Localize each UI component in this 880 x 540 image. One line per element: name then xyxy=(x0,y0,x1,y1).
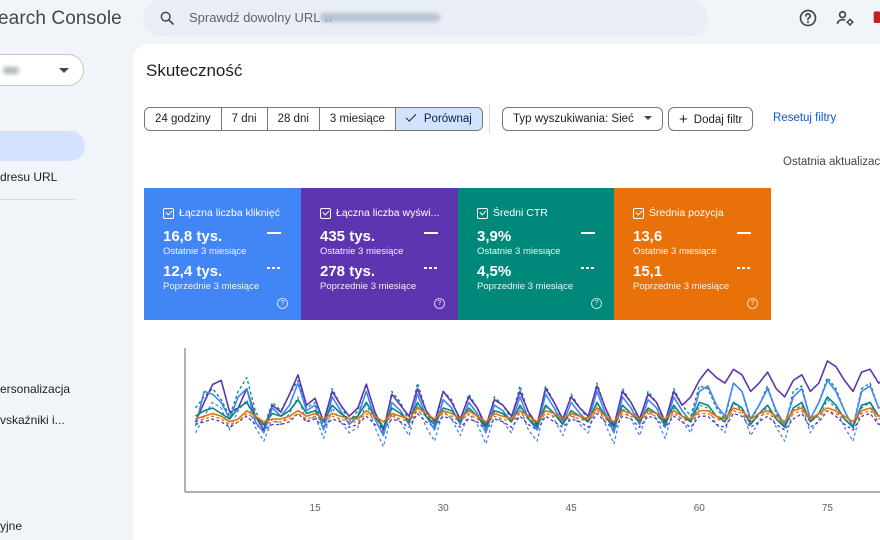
search-url-blurred xyxy=(320,13,440,22)
manage-users-icon[interactable] xyxy=(835,8,855,28)
date-range-compare-label: Porównaj xyxy=(423,113,472,125)
dashed-line-legend-icon xyxy=(424,267,438,269)
date-range-7d[interactable]: 7 dni xyxy=(221,108,268,130)
metric-previous-value: 15,1 xyxy=(633,263,663,280)
dashed-line-legend-icon xyxy=(737,267,751,269)
help-icon[interactable] xyxy=(798,8,818,28)
metric-previous-period: Poprzednie 3 miesiące xyxy=(320,281,417,292)
chart-series-5-previous xyxy=(195,410,880,431)
metric-current-period: Ostatnie 3 miesiące xyxy=(163,246,247,257)
check-icon xyxy=(405,111,417,122)
x-tick-group: 15 30 45 60 75 xyxy=(310,503,834,514)
toolbar-divider xyxy=(489,104,490,134)
help-icon[interactable]: ? xyxy=(591,298,602,309)
x-tick-label: 75 xyxy=(822,503,834,514)
add-filter-label: Dodaj filtr xyxy=(693,114,743,126)
metric-previous-period: Poprzednie 3 miesiące xyxy=(633,281,730,292)
dashed-line-legend-icon xyxy=(581,267,595,269)
chart-series-group xyxy=(194,360,880,448)
sidebar-item-enhancements[interactable]: yjne xyxy=(0,519,23,533)
property-name-blurred xyxy=(3,67,19,74)
metric-label: Średni CTR xyxy=(493,207,548,219)
checkbox-checked-icon[interactable] xyxy=(163,208,174,219)
search-type-label: Typ wyszukiwania: Sieć xyxy=(513,113,634,125)
chart-series-2-current xyxy=(195,396,880,429)
solid-line-legend-icon xyxy=(267,232,281,234)
metric-current-value: 16,8 tys. xyxy=(163,228,223,245)
sidebar: earch Console dresu URL ersonalizacja vs… xyxy=(0,0,132,540)
search-icon xyxy=(160,11,174,25)
sidebar-divider xyxy=(0,199,75,200)
solid-line-legend-icon xyxy=(737,232,751,234)
metric-label: Łączna liczba kliknięć xyxy=(179,207,280,219)
metric-current-value: 435 tys. xyxy=(320,228,376,245)
date-range-selector: 24 godziny 7 dni 28 dni 3 miesiące Porów… xyxy=(144,107,483,131)
help-icon[interactable]: ? xyxy=(277,298,288,309)
search-input[interactable]: Sprawdź dowolny URL w xyxy=(189,10,334,25)
chart-series-3-current xyxy=(195,407,880,423)
metric-previous-period: Poprzednie 3 miesiące xyxy=(477,281,574,292)
metric-card-position[interactable]: Średnia pozycja 13,6 Ostatnie 3 miesiące… xyxy=(614,188,771,320)
plus-icon: + xyxy=(679,111,688,128)
notifications-icon[interactable] xyxy=(872,8,880,28)
metric-current-period: Ostatnie 3 miesiące xyxy=(633,246,717,257)
url-inspection-search[interactable]: Sprawdź dowolny URL w xyxy=(143,0,708,36)
date-range-24h-label: 24 godziny xyxy=(155,113,211,125)
metric-card-ctr[interactable]: Średni CTR 3,9% Ostatnie 3 miesiące 4,5%… xyxy=(458,188,615,320)
x-tick-label: 30 xyxy=(438,503,450,514)
checkbox-checked-icon[interactable] xyxy=(477,208,488,219)
metric-previous-value: 4,5% xyxy=(477,263,512,280)
metric-current-period: Ostatnie 3 miesiące xyxy=(320,246,404,257)
date-range-3m-label: 3 miesiące xyxy=(329,113,385,125)
reset-filters-link[interactable]: Resetuj filtry xyxy=(773,112,837,124)
dashed-line-legend-icon xyxy=(267,267,281,269)
performance-chart: 15 30 45 60 75 xyxy=(184,348,880,514)
sidebar-item-personalization[interactable]: ersonalizacja xyxy=(0,382,71,396)
x-tick-label: 60 xyxy=(694,503,706,514)
date-range-24h[interactable]: 24 godziny xyxy=(145,108,222,130)
app-title: earch Console xyxy=(0,8,122,29)
help-icon[interactable]: ? xyxy=(747,298,758,309)
metric-label: Średnia pozycja xyxy=(649,207,724,219)
metric-card-clicks[interactable]: Łączna liczba kliknięć 16,8 tys. Ostatni… xyxy=(144,188,301,320)
last-update-text: Ostatnia aktualizac xyxy=(783,156,880,168)
date-range-28d[interactable]: 28 dni xyxy=(267,108,320,130)
date-range-28d-label: 28 dni xyxy=(277,113,309,125)
sidebar-item-url-inspection[interactable]: dresu URL xyxy=(0,170,58,184)
x-tick-label: 15 xyxy=(310,503,322,514)
metric-current-value: 3,9% xyxy=(477,228,512,245)
sidebar-item-performance-active[interactable] xyxy=(0,131,85,161)
checkbox-checked-icon[interactable] xyxy=(633,208,644,219)
metric-previous-value: 12,4 tys. xyxy=(163,263,223,280)
chart-series-0-current xyxy=(194,360,880,431)
metric-card-impressions[interactable]: Łączna liczba wyświ... 435 tys. Ostatnie… xyxy=(301,188,458,320)
date-range-3m[interactable]: 3 miesiące xyxy=(319,108,396,130)
x-tick-label: 45 xyxy=(566,503,578,514)
metric-previous-value: 278 tys. xyxy=(320,263,376,280)
metric-current-value: 13,6 xyxy=(633,228,663,245)
metric-current-period: Ostatnie 3 miesiące xyxy=(477,246,561,257)
search-type-filter[interactable]: Typ wyszukiwania: Sieć xyxy=(502,107,663,131)
page-title: Skuteczność xyxy=(146,61,243,80)
checkbox-checked-icon[interactable] xyxy=(320,208,331,219)
sidebar-item-web-vitals[interactable]: vskaźniki i... xyxy=(0,413,65,427)
metric-previous-period: Poprzednie 3 miesiące xyxy=(163,281,260,292)
property-selector[interactable] xyxy=(0,54,84,86)
add-filter-button[interactable]: + Dodaj filtr xyxy=(668,107,754,131)
help-icon[interactable]: ? xyxy=(434,298,445,309)
date-range-7d-label: 7 dni xyxy=(231,113,257,125)
solid-line-legend-icon xyxy=(424,232,438,234)
caret-down-icon xyxy=(643,116,652,120)
metric-label: Łączna liczba wyświ... xyxy=(336,207,440,219)
chevron-down-icon xyxy=(59,68,69,73)
solid-line-legend-icon xyxy=(581,232,595,234)
date-range-compare[interactable]: Porównaj xyxy=(395,108,482,130)
